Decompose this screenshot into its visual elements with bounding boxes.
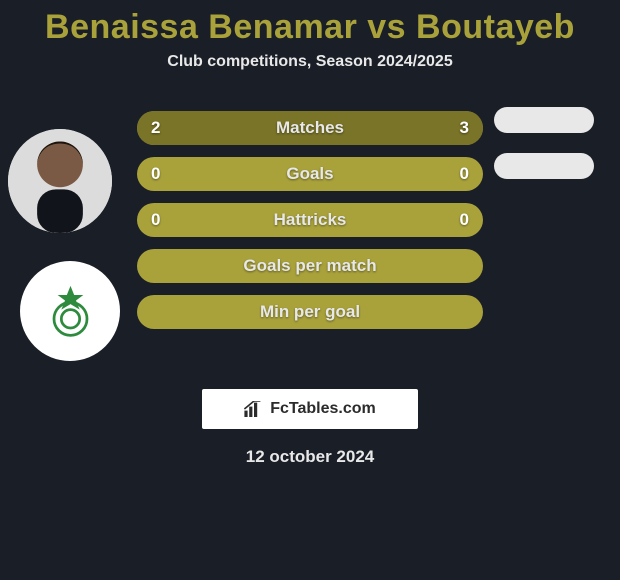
- stat-label: Matches: [276, 118, 344, 138]
- comparison-stage: Matches 2 3 Goals 0 0 Hattricks 0 0 Goals per mat…: [0, 111, 620, 371]
- stat-bars: Matches 2 3 Goals 0 0 Hattricks 0 0 Goals per mat…: [137, 111, 483, 341]
- stat-label: Goals per match: [243, 256, 376, 276]
- stat-left-value: 0: [151, 210, 160, 230]
- player-silhouette-icon: [8, 129, 112, 233]
- stat-row: Goals per match: [137, 249, 483, 283]
- player-right-chip: [494, 153, 594, 179]
- stat-label: Hattricks: [274, 210, 347, 230]
- chip-slot: [494, 157, 604, 191]
- player-left-avatar: [8, 129, 112, 233]
- chip-slot: [494, 295, 604, 329]
- chip-slot: [494, 203, 604, 237]
- stat-row: Hattricks 0 0: [137, 203, 483, 237]
- stat-label: Goals: [286, 164, 333, 184]
- stat-right-value: 3: [460, 118, 469, 138]
- bar-chart-icon: [244, 401, 264, 417]
- club-crest-icon: [43, 284, 98, 339]
- player-left-club-badge: [20, 261, 120, 361]
- stat-row: Matches 2 3: [137, 111, 483, 145]
- attribution-text: FcTables.com: [270, 400, 376, 418]
- page-title: Benaissa Benamar vs Boutayeb: [0, 0, 620, 47]
- chip-slot: [494, 111, 604, 145]
- stat-row: Goals 0 0: [137, 157, 483, 191]
- stat-right-value: 0: [460, 210, 469, 230]
- player-right-chip: [494, 107, 594, 133]
- stat-right-value: 0: [460, 164, 469, 184]
- snapshot-date: 12 october 2024: [0, 447, 620, 467]
- attribution-pill: FcTables.com: [202, 389, 418, 429]
- stat-left-value: 0: [151, 164, 160, 184]
- chip-slot: [494, 249, 604, 283]
- stat-row: Min per goal: [137, 295, 483, 329]
- right-chips: [494, 111, 604, 341]
- season-subtitle: Club competitions, Season 2024/2025: [0, 53, 620, 71]
- stat-label: Min per goal: [260, 302, 360, 322]
- stat-left-value: 2: [151, 118, 160, 138]
